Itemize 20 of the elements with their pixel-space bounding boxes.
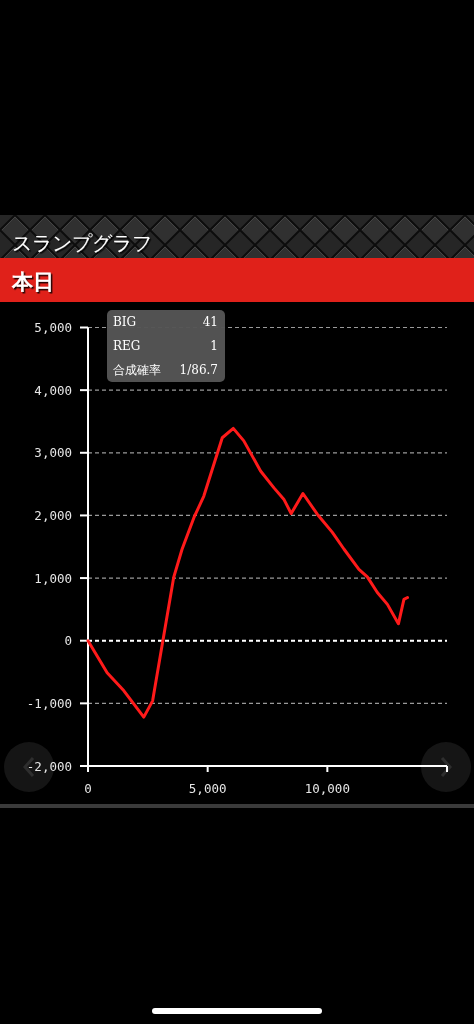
y-tick-label: 5,000 bbox=[34, 320, 72, 335]
annotation: BIG bbox=[113, 315, 137, 329]
y-tick-label: 2,000 bbox=[34, 507, 72, 523]
y-tick-label: 3,000 bbox=[34, 445, 72, 461]
y-tick-label: -2,000 bbox=[26, 758, 72, 774]
y-tick-label: 4,000 bbox=[34, 382, 72, 398]
x-tick-label: 0 bbox=[84, 780, 92, 796]
y-tick-label: -1,000 bbox=[26, 695, 72, 711]
chart-title: スランプグラフ bbox=[12, 231, 152, 255]
y-tick-label: 0 bbox=[64, 633, 72, 649]
annotation: 1/86.7 bbox=[179, 363, 218, 377]
line-series bbox=[86, 426, 410, 719]
y-tick-label: 1,000 bbox=[34, 570, 72, 586]
chart-subtitle: 本日 bbox=[11, 269, 54, 294]
annotation: 41 bbox=[202, 315, 218, 329]
annotation: REG bbox=[113, 339, 141, 353]
annotation: 合成確率 bbox=[113, 363, 161, 377]
x-tick-label: 5,000 bbox=[188, 780, 227, 796]
x-tick-label: 10,000 bbox=[304, 780, 350, 796]
annotation: 1 bbox=[210, 339, 218, 353]
